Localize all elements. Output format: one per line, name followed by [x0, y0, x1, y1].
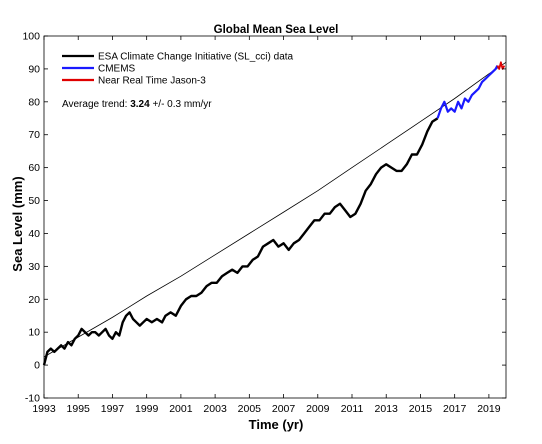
series-line-2 [496, 61, 506, 70]
x-tick-label: 2009 [306, 403, 330, 415]
legend-label-0: ESA Climate Change Initiative (SL_cci) d… [98, 52, 294, 63]
trend-prefix: Average trend: [62, 99, 130, 110]
trend-value: 3.24 [130, 99, 150, 110]
y-tick-label: 60 [28, 162, 40, 174]
x-tick-label: 2019 [477, 403, 501, 415]
x-tick-label: 2015 [409, 403, 433, 415]
x-tick-label: 2001 [169, 403, 193, 415]
y-tick-label: 40 [28, 228, 40, 240]
chart-title: Global Mean Sea Level [214, 24, 339, 36]
x-tick-label: 2013 [375, 403, 399, 415]
x-axis-ticks: 1993 1995 1997 1999 2001 2003 2005 2007 2009 2011… [32, 36, 501, 415]
x-tick-label: 1995 [67, 403, 91, 415]
y-tick-label: 0 [34, 360, 40, 372]
y-tick-label: 10 [28, 327, 40, 339]
x-tick-label: 1997 [101, 403, 125, 415]
y-axis-label: Sea Level (mm) [10, 176, 25, 271]
y-tick-label: 30 [28, 261, 40, 273]
x-tick-label: 2011 [341, 403, 364, 415]
trend-suffix: +/- 0.3 mm/yr [150, 99, 213, 110]
legend-label-2: Near Real Time Jason-3 [98, 76, 206, 87]
y-tick-label: 50 [28, 195, 40, 207]
x-axis-label: Time (yr) [249, 417, 304, 432]
y-tick-label: 90 [28, 63, 40, 75]
x-tick-label: 1993 [32, 403, 56, 415]
chart-legend: ESA Climate Change Initiative (SL_cci) d… [62, 52, 294, 87]
y-axis-ticks: -10 0 10 20 30 40 50 60 70 80 90 100 [22, 31, 506, 405]
x-tick-label: 2017 [443, 403, 467, 415]
y-tick-label: -10 [25, 393, 40, 405]
average-trend-annotation: Average trend: 3.24 +/- 0.3 mm/yr [62, 99, 212, 110]
plot-frame [43, 35, 507, 399]
legend-label-1: CMEMS [98, 64, 136, 75]
y-tick-label: 70 [28, 129, 40, 141]
x-tick-label: 1999 [135, 403, 159, 415]
y-tick-label: 100 [22, 31, 40, 43]
x-tick-label: 2007 [272, 403, 296, 415]
series-line-1 [436, 65, 499, 119]
x-tick-label: 2003 [203, 403, 227, 415]
x-tick-label: 2005 [238, 403, 262, 415]
series-line-0 [42, 117, 439, 366]
plot-marks [42, 61, 507, 366]
y-tick-label: 80 [28, 96, 40, 108]
y-tick-label: 20 [28, 294, 40, 306]
